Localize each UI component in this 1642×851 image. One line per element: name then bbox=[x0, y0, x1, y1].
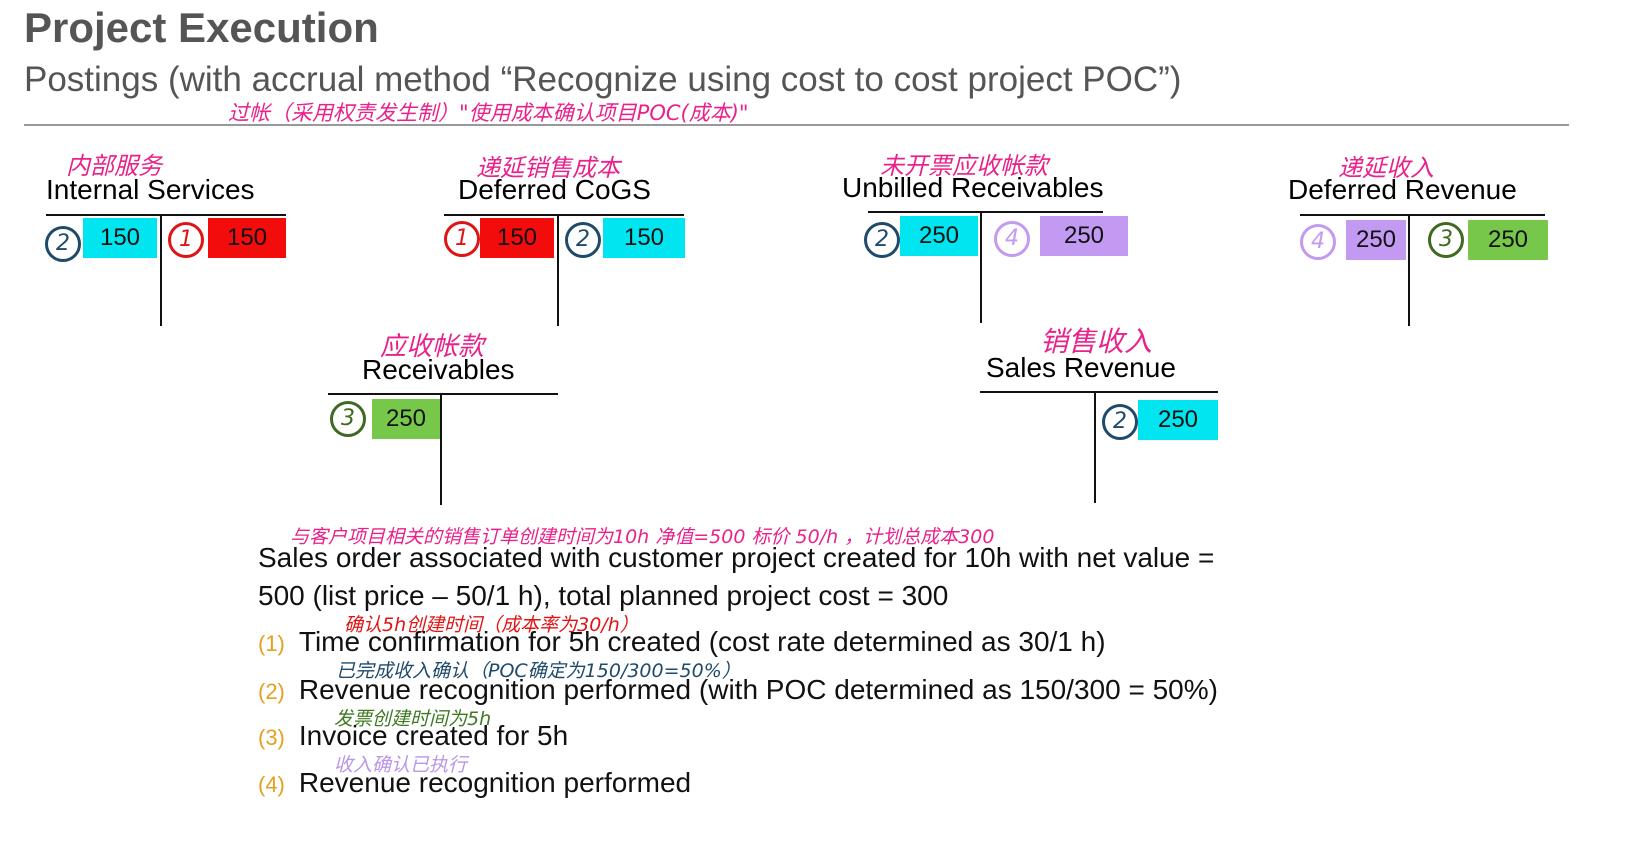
debit-entry: 250 bbox=[1346, 220, 1406, 260]
step-text: Revenue recognition performed bbox=[298, 767, 692, 798]
debit-entry: 150 bbox=[83, 218, 157, 258]
description-line-2: 500 (list price – 50/1 h), total planned… bbox=[258, 580, 949, 611]
annotation-deferred-cogs: 递延销售成本 bbox=[476, 154, 620, 182]
step-marker: 4 bbox=[1300, 224, 1336, 260]
annotation-receivables: 应收帐款 bbox=[380, 332, 485, 362]
credit-entry: 250 bbox=[1040, 216, 1128, 256]
t-account-top-line bbox=[328, 393, 558, 395]
t-account-divider bbox=[440, 393, 442, 505]
debit-entry: 250 bbox=[372, 399, 440, 439]
step-marker: 2 bbox=[864, 222, 900, 258]
t-account-top-line bbox=[1300, 214, 1545, 216]
account-title-sales-revenue: Sales Revenue bbox=[986, 352, 1176, 383]
page-subtitle: Postings (with accrual method “Recognize… bbox=[24, 60, 1182, 99]
step-number: (3) bbox=[258, 725, 285, 750]
t-account-top-line bbox=[868, 211, 1103, 213]
credit-entry: 250 bbox=[1138, 400, 1218, 440]
t-account-divider bbox=[1408, 214, 1410, 326]
t-account-top-line bbox=[444, 214, 684, 216]
step-text: Invoice created for 5h bbox=[298, 720, 569, 751]
step-marker: 3 bbox=[330, 401, 366, 437]
annotation-sales-revenue: 销售收入 bbox=[1040, 325, 1153, 358]
step-number: (2) bbox=[258, 679, 285, 704]
t-account-divider bbox=[1094, 391, 1096, 503]
annotation-step-4: 收入确认已执行 bbox=[334, 754, 468, 776]
t-account-divider bbox=[160, 214, 162, 326]
t-account-top-line bbox=[980, 391, 1218, 393]
step-4: (4) Revenue recognition performed bbox=[258, 767, 691, 799]
step-text: Revenue recognition performed (with POC … bbox=[298, 674, 1218, 705]
subtitle-annotation: 过帐（采用权责发生制）"使用成本确认项目POC(成本)" bbox=[228, 101, 749, 125]
step-marker: 1 bbox=[168, 222, 204, 258]
annotation-unbilled-receivables: 未开票应收帐款 bbox=[880, 152, 1048, 180]
account-title-internal-services: Internal Services bbox=[46, 174, 255, 205]
account-title-deferred-revenue: Deferred Revenue bbox=[1288, 174, 1517, 205]
t-account-divider bbox=[980, 211, 982, 323]
page-title: Project Execution bbox=[24, 4, 379, 51]
annotation-internal-services: 内部服务 bbox=[66, 152, 162, 180]
step-3: (3) Invoice created for 5h bbox=[258, 720, 568, 752]
step-1: (1) Time confirmation for 5h created (cos… bbox=[258, 626, 1106, 658]
t-account-top-line bbox=[46, 214, 286, 216]
step-2: (2) Revenue recognition performed (with P… bbox=[258, 674, 1218, 706]
step-marker: 2 bbox=[45, 226, 81, 262]
account-title-receivables: Receivables bbox=[362, 354, 515, 385]
annotation-step-2: 已完成收入确认（POC确定为150/300=50%） bbox=[336, 660, 741, 682]
description-line-1: Sales order associated with customer pro… bbox=[258, 542, 1215, 573]
credit-entry: 150 bbox=[603, 218, 685, 258]
header-divider bbox=[24, 124, 1569, 126]
step-marker: 1 bbox=[444, 221, 480, 257]
annotation-deferred-revenue: 递延收入 bbox=[1338, 154, 1434, 182]
annotation-step-1: 确认5h创建时间（成本率为30/h） bbox=[344, 614, 639, 636]
step-text: Time confirmation for 5h created (cost r… bbox=[298, 626, 1106, 657]
step-marker: 4 bbox=[994, 221, 1030, 257]
t-account-divider bbox=[557, 214, 559, 326]
step-number: (4) bbox=[258, 772, 285, 797]
debit-entry: 150 bbox=[480, 218, 554, 258]
step-marker: 2 bbox=[565, 222, 601, 258]
step-marker: 3 bbox=[1428, 222, 1464, 258]
account-title-unbilled-receivables: Unbilled Receivables bbox=[842, 172, 1104, 203]
account-title-deferred-cogs: Deferred CoGS bbox=[458, 174, 651, 205]
credit-entry: 250 bbox=[1468, 220, 1548, 260]
annotation-step-3: 发票创建时间为5h bbox=[334, 708, 492, 730]
debit-entry: 250 bbox=[900, 216, 978, 256]
annotation-description: 与客户项目相关的销售订单创建时间为10h 净值=500 标价 50/h ，计划总… bbox=[290, 526, 995, 548]
step-number: (1) bbox=[258, 631, 285, 656]
step-marker: 2 bbox=[1102, 404, 1138, 440]
credit-entry: 150 bbox=[208, 218, 286, 258]
